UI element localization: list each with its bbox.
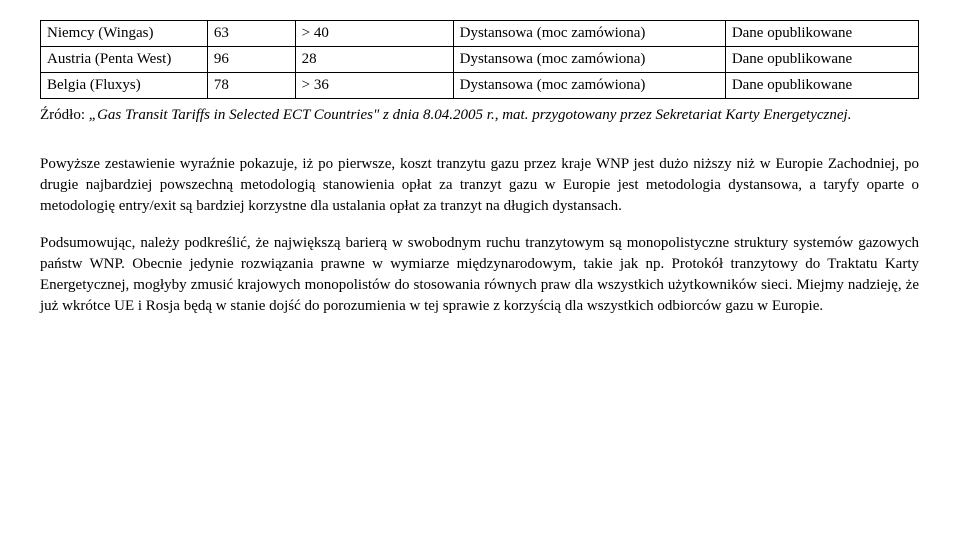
source-line: Źródło: „Gas Transit Tariffs in Selected… [40,105,919,126]
cell-data: Dane opublikowane [725,73,918,99]
cell-val2: > 36 [295,73,453,99]
cell-val1: 96 [207,47,295,73]
cell-method: Dystansowa (moc zamówiona) [453,73,725,99]
cell-val1: 78 [207,73,295,99]
cell-data: Dane opublikowane [725,21,918,47]
cell-val1: 63 [207,21,295,47]
cell-val2: > 40 [295,21,453,47]
source-prefix: Źródło: [40,107,89,123]
table-row: Belgia (Fluxys) 78 > 36 Dystansowa (moc … [41,73,919,99]
table-row: Austria (Penta West) 96 28 Dystansowa (m… [41,47,919,73]
cell-data: Dane opublikowane [725,47,918,73]
cell-country: Belgia (Fluxys) [41,73,208,99]
table-row: Niemcy (Wingas) 63 > 40 Dystansowa (moc … [41,21,919,47]
cell-method: Dystansowa (moc zamówiona) [453,21,725,47]
cell-country: Austria (Penta West) [41,47,208,73]
source-italic: „Gas Transit Tariffs in Selected ECT Cou… [89,107,852,123]
cell-val2: 28 [295,47,453,73]
tariffs-table: Niemcy (Wingas) 63 > 40 Dystansowa (moc … [40,20,919,99]
cell-country: Niemcy (Wingas) [41,21,208,47]
paragraph-2: Podsumowując, należy podkreślić, że najw… [40,233,919,317]
paragraph-1: Powyższe zestawienie wyraźnie pokazuje, … [40,154,919,217]
cell-method: Dystansowa (moc zamówiona) [453,47,725,73]
